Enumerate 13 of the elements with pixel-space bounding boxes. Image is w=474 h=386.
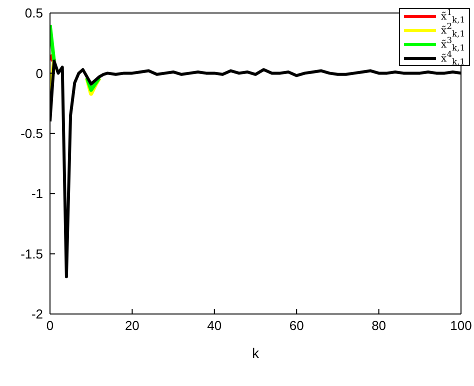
y-tick-label: -1 <box>31 186 43 202</box>
x-tick-label: 20 <box>124 318 140 334</box>
x-tick-label: 80 <box>372 318 386 334</box>
y-tick-label: -2 <box>31 306 43 322</box>
x-tick-label: 60 <box>289 318 304 334</box>
y-tick-label: -1.5 <box>20 246 43 262</box>
y-tick-label: 0 <box>36 66 43 81</box>
x-tick-label: 40 <box>207 318 222 334</box>
y-tick-label: -0.5 <box>20 126 43 142</box>
x-tick-label: 0 <box>46 318 54 334</box>
y-tick-label: 0.5 <box>24 6 43 21</box>
x-tick-label: 100 <box>450 318 472 334</box>
x-axis-title: k <box>252 345 260 361</box>
